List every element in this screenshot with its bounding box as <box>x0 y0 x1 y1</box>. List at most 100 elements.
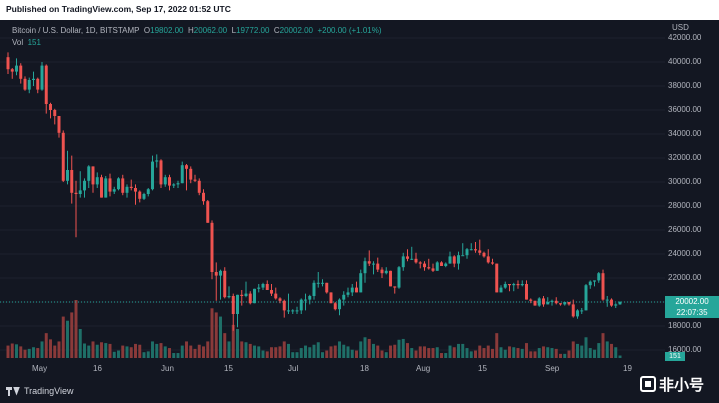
candle[interactable] <box>312 280 316 300</box>
candle[interactable] <box>465 248 469 259</box>
candle[interactable] <box>546 297 550 305</box>
candle[interactable] <box>537 297 541 307</box>
candle[interactable] <box>151 155 154 191</box>
candle[interactable] <box>27 77 31 94</box>
candle[interactable] <box>193 174 197 182</box>
candle[interactable] <box>146 188 150 197</box>
candle[interactable] <box>53 108 57 125</box>
candle[interactable] <box>329 292 333 304</box>
candle[interactable] <box>261 282 265 290</box>
candle[interactable] <box>393 286 397 294</box>
candle[interactable] <box>278 297 282 304</box>
candle[interactable] <box>610 298 613 307</box>
candle[interactable] <box>350 284 354 296</box>
candle[interactable] <box>440 261 443 266</box>
candle[interactable] <box>19 63 23 84</box>
candle[interactable] <box>32 71 35 86</box>
tradingview-logo[interactable]: TradingView <box>6 386 74 396</box>
candle[interactable] <box>83 178 86 198</box>
symbol-name[interactable]: Bitcoin / U.S. Dollar, 1D, BITSTAMP <box>12 26 140 35</box>
candle[interactable] <box>342 291 346 306</box>
candle[interactable] <box>516 280 520 289</box>
volume-legend[interactable]: Vol 151 <box>12 38 41 47</box>
candle[interactable] <box>253 288 256 304</box>
candle[interactable] <box>15 58 18 76</box>
candle[interactable] <box>338 298 341 316</box>
candle[interactable] <box>495 263 499 293</box>
candle[interactable] <box>401 252 405 271</box>
candle[interactable] <box>40 62 44 91</box>
candle[interactable] <box>346 287 350 298</box>
candle[interactable] <box>525 280 528 300</box>
candle[interactable] <box>380 267 384 278</box>
candle[interactable] <box>563 302 567 306</box>
candle[interactable] <box>180 161 184 184</box>
candle[interactable] <box>597 272 601 283</box>
candle[interactable] <box>355 281 358 293</box>
candle[interactable] <box>482 251 486 258</box>
candle[interactable] <box>129 179 133 191</box>
candle[interactable] <box>508 284 511 292</box>
candle[interactable] <box>321 279 324 287</box>
candle[interactable] <box>236 294 239 328</box>
candle[interactable] <box>70 155 74 204</box>
candle[interactable] <box>529 298 533 304</box>
candle[interactable] <box>36 77 40 94</box>
candle[interactable] <box>423 261 426 271</box>
candle[interactable] <box>231 293 235 331</box>
candle[interactable] <box>435 261 439 271</box>
candle[interactable] <box>418 261 422 269</box>
candle[interactable] <box>74 180 78 238</box>
candle[interactable] <box>614 303 618 308</box>
candle[interactable] <box>227 286 231 299</box>
candle[interactable] <box>168 174 171 191</box>
candle[interactable] <box>444 262 448 268</box>
candle[interactable] <box>593 280 596 287</box>
candle[interactable] <box>274 287 278 300</box>
candle[interactable] <box>427 258 431 270</box>
candle[interactable] <box>282 299 286 318</box>
candle[interactable] <box>469 243 473 251</box>
candle[interactable] <box>172 183 176 188</box>
candle[interactable] <box>214 262 218 301</box>
candle[interactable] <box>159 159 163 188</box>
candle[interactable] <box>291 309 295 314</box>
candle[interactable] <box>601 269 605 301</box>
candle[interactable] <box>452 255 456 268</box>
candle[interactable] <box>257 284 261 293</box>
candle[interactable] <box>363 257 367 283</box>
candle[interactable] <box>248 291 252 305</box>
candle[interactable] <box>542 296 545 307</box>
candle[interactable] <box>554 297 558 305</box>
candle[interactable] <box>559 303 562 306</box>
candle[interactable] <box>219 269 222 300</box>
candle[interactable] <box>397 266 401 289</box>
candle[interactable] <box>384 267 388 275</box>
candle[interactable] <box>567 302 571 306</box>
candle[interactable] <box>457 251 460 270</box>
candle[interactable] <box>163 174 167 187</box>
candle[interactable] <box>287 293 290 314</box>
symbol-legend[interactable]: Bitcoin / U.S. Dollar, 1D, BITSTAMP O198… <box>12 26 382 35</box>
candle[interactable] <box>486 249 490 264</box>
candle[interactable] <box>605 296 609 307</box>
candle[interactable] <box>49 102 52 119</box>
candle[interactable] <box>406 249 409 262</box>
candle[interactable] <box>202 189 205 205</box>
candle[interactable] <box>571 299 575 318</box>
candle[interactable] <box>87 165 91 188</box>
candle[interactable] <box>78 171 82 198</box>
candle[interactable] <box>61 130 65 182</box>
candle[interactable] <box>316 272 320 288</box>
candle[interactable] <box>533 300 537 306</box>
candle[interactable] <box>66 150 69 185</box>
candle[interactable] <box>376 257 380 272</box>
candle[interactable] <box>584 284 588 311</box>
candle[interactable] <box>576 309 579 319</box>
candle[interactable] <box>108 173 112 197</box>
candle[interactable] <box>240 290 244 306</box>
candle[interactable] <box>550 299 554 306</box>
candle[interactable] <box>410 246 414 260</box>
candle[interactable] <box>359 269 363 293</box>
candle[interactable] <box>431 263 435 272</box>
